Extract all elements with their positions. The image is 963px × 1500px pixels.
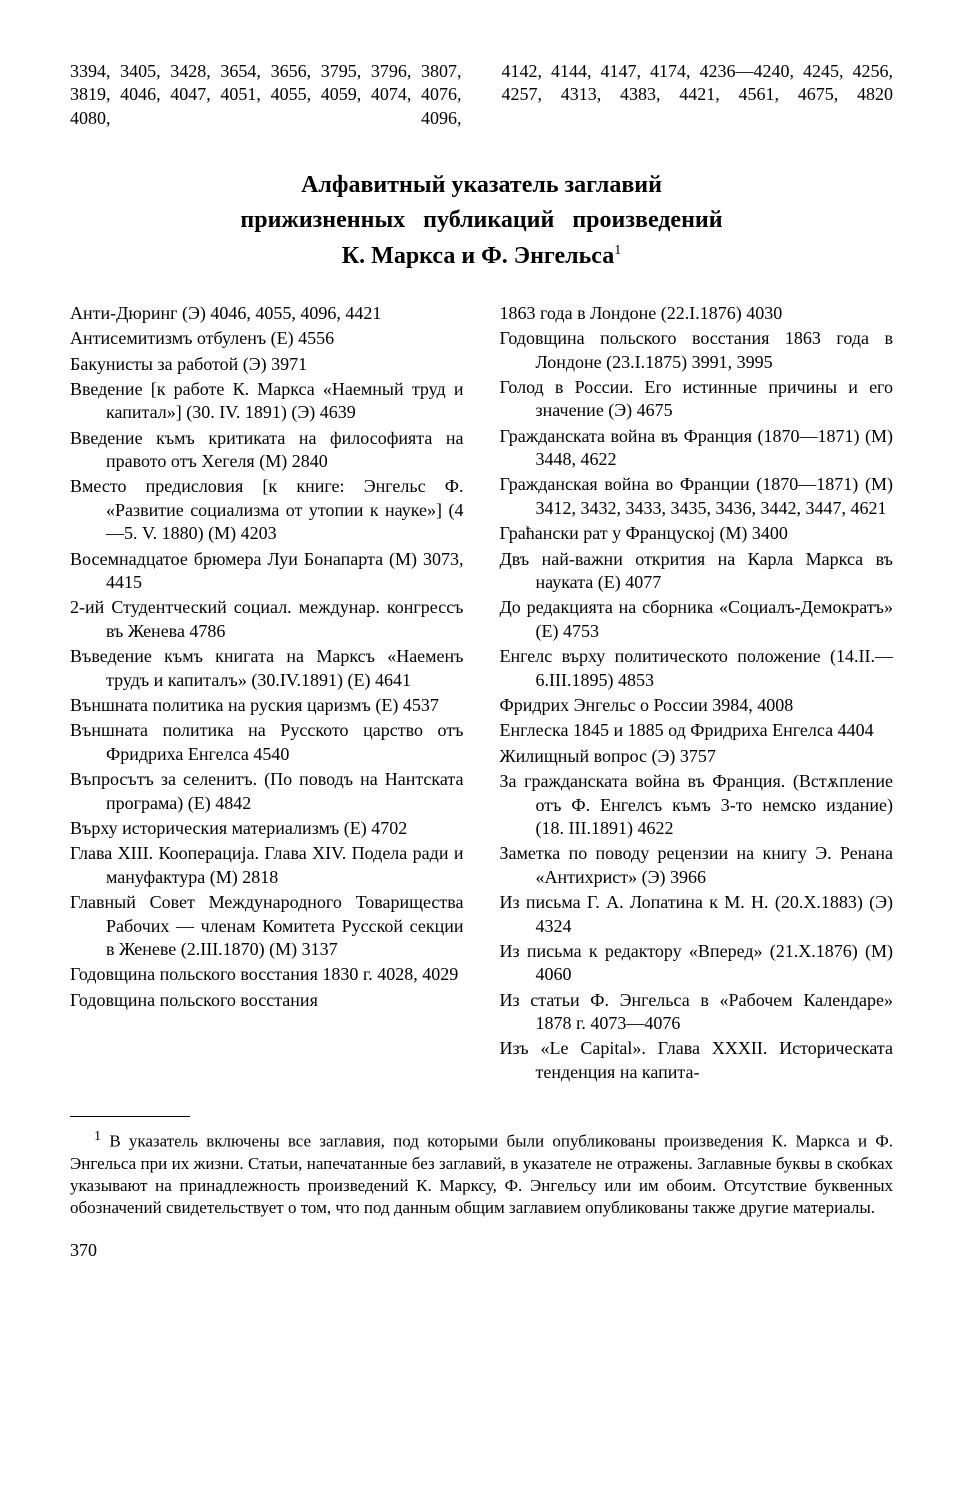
index-entry: Вместо предисловия [к книге: Эн­гельс Ф.…	[70, 475, 464, 545]
top-number-block: 3394, 3405, 3428, 3654, 3656, 3795, 3796…	[70, 60, 893, 130]
index-entry: Върху историческия материализмъ (Е) 4702	[70, 817, 464, 840]
index-entry: Граћански рат у Француској (М) 3400	[500, 522, 894, 545]
index-entry: До редакцията на сборника «Соци­алъ-Демо…	[500, 596, 894, 643]
footnote-separator	[70, 1116, 190, 1117]
heading-line-3: К. Маркса и Ф. Энгельса1	[70, 241, 893, 272]
index-entry: Гражданската война въ Франция (1870—1871…	[500, 425, 894, 472]
index-entry: Годовщина польского восстания 1863 года …	[500, 327, 894, 374]
index-entry: Външната политика на руския ца­ризмъ (Е)…	[70, 694, 464, 717]
heading-line-2: прижизненных публикаций произведений	[70, 205, 893, 236]
footnote-mark: 1	[94, 1128, 101, 1144]
index-entry: Бакунисты за работой (Э) 3971	[70, 353, 464, 376]
index-entry: Главный Совет Международного То­варищест…	[70, 891, 464, 961]
footnote-text: В указатель включены все заглавия, под к…	[70, 1132, 893, 1217]
index-entry: За гражданската война въ Франция. (Встѫп…	[500, 770, 894, 840]
index-entry: Фридрих Энгельс о России 3984, 4008	[500, 694, 894, 717]
heading-line-3-text: К. Маркса и Ф. Энгельса	[342, 243, 614, 269]
footnote: 1 В указатель включены все заглавия, под…	[70, 1127, 893, 1219]
index-entry: Голод в России. Его истинные причи­ны и …	[500, 376, 894, 423]
index-entry: 1863 года в Лондоне (22.I.1876) 4030	[500, 302, 894, 325]
index-entry: Антисемитизмъ отбуленъ (Е) 4556	[70, 327, 464, 350]
index-entry: 2-ий Студентческий социал. между­нар. ко…	[70, 596, 464, 643]
index-entry: Введение [к работе К. Маркса «Наем­ный т…	[70, 378, 464, 425]
top-right-numbers: 4142, 4144, 4147, 4174, 4236—4240, 4245,…	[502, 60, 894, 130]
index-entry: Анти-Дюринг (Э) 4046, 4055, 4096, 4421	[70, 302, 464, 325]
index-entry: Восемнадцатое брюмера Луи Бона­парта (М)…	[70, 548, 464, 595]
index-entry: Въведение къмъ книгата на Марксъ «Наемен…	[70, 645, 464, 692]
index-entry: Глава XIII. Кооперација. Глава XIV. Поде…	[70, 842, 464, 889]
index-entry: Жилищный вопрос (Э) 3757	[500, 745, 894, 768]
index-entry: Годовщина польского восстания 1830 г. 40…	[70, 963, 464, 986]
index-body: Анти-Дюринг (Э) 4046, 4055, 4096, 4421Ан…	[70, 302, 893, 1087]
heading-line-1: Алфавитный указатель заглавий	[70, 170, 893, 201]
index-entry: Въпросътъ за селенитъ. (По поводъ на Нан…	[70, 768, 464, 815]
index-entry: Годовщина польского восстания	[70, 989, 464, 1012]
index-entry: Заметка по поводу рецензии на книгу Э. Р…	[500, 842, 894, 889]
index-entry: Енглеска 1845 и 1885 од Фридриха Енгелса…	[500, 719, 894, 742]
page-number: 370	[70, 1239, 893, 1262]
index-entry: Външната политика на Русското цар­ство о…	[70, 719, 464, 766]
top-left-numbers: 3394, 3405, 3428, 3654, 3656, 3795, 3796…	[70, 60, 462, 130]
index-entry: Введение къмъ критиката на фило­со­фията…	[70, 427, 464, 474]
index-entry: Изъ «Le Capital». Глава XXXII. Исто­риче…	[500, 1037, 894, 1084]
index-entry: Из письма к редактору «Вперед» (21.X.187…	[500, 940, 894, 987]
index-entry: Енгелс върху политическото положе­ние (1…	[500, 645, 894, 692]
index-left-column: Анти-Дюринг (Э) 4046, 4055, 4096, 4421Ан…	[70, 302, 464, 1087]
heading-footnote-mark: 1	[614, 243, 621, 258]
index-right-column: 1863 года в Лондоне (22.I.1876) 4030Годо…	[500, 302, 894, 1087]
index-entry: Гражданская война во Франции (1870—1871)…	[500, 473, 894, 520]
index-entry: Из статьи Ф. Энгельса в «Рабочем Календа…	[500, 989, 894, 1036]
index-entry: Из письма Г. А. Лопатина к М. Н. (20.X.1…	[500, 891, 894, 938]
index-entry: Двъ най-важни открития на Карла Маркса в…	[500, 548, 894, 595]
index-heading: Алфавитный указатель заглавий прижизненн…	[70, 170, 893, 272]
